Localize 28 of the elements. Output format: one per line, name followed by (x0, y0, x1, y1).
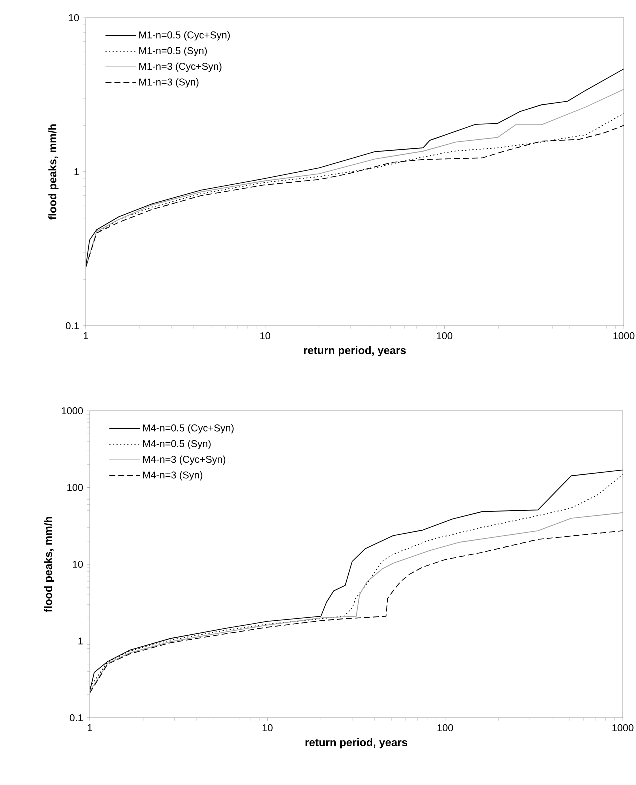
y-tick-label: 1 (74, 168, 80, 176)
y-tick-label: 0.1 (70, 714, 84, 722)
legend-label: M1-n=3 (Syn) (140, 78, 199, 88)
legend-label: M1-n=3 (Cyc+Syn) (140, 62, 222, 72)
legend-label: M4-n=3 (Syn) (143, 471, 203, 481)
x-tick-label: 1000 (612, 724, 634, 732)
y-tick-label: 1000 (62, 407, 84, 415)
legend-label: M1-n=0.5 (Syn) (140, 47, 208, 56)
y-axis-title: flood peaks, mm/h (48, 124, 59, 220)
x-axis-title: return period, years (304, 346, 406, 357)
y-axis-title: flood peaks, mm/h (44, 517, 54, 612)
y-tick-label: 100 (68, 484, 84, 492)
y-tick-label: 10 (69, 14, 80, 22)
x-axis-title: return period, years (306, 738, 408, 749)
y-tick-label: 0.1 (66, 322, 80, 330)
y-tick-label: 1 (78, 638, 84, 645)
legend-label: M1-n=0.5 (Cyc+Syn) (140, 31, 230, 41)
legend-label: M4-n=0.5 (Cyc+Syn) (143, 424, 234, 434)
x-tick-label: 100 (437, 332, 453, 340)
x-tick-label: 10 (260, 332, 270, 340)
x-tick-label: 100 (438, 724, 454, 732)
legend-label: M4-n=0.5 (Syn) (143, 440, 211, 450)
x-tick-label: 1 (88, 724, 92, 732)
legend-label: M4-n=3 (Cyc+Syn) (143, 456, 226, 466)
x-tick-label: 1 (84, 332, 88, 340)
x-tick-label: 10 (262, 724, 273, 732)
y-tick-label: 10 (73, 560, 84, 568)
x-tick-label: 1000 (614, 332, 635, 340)
